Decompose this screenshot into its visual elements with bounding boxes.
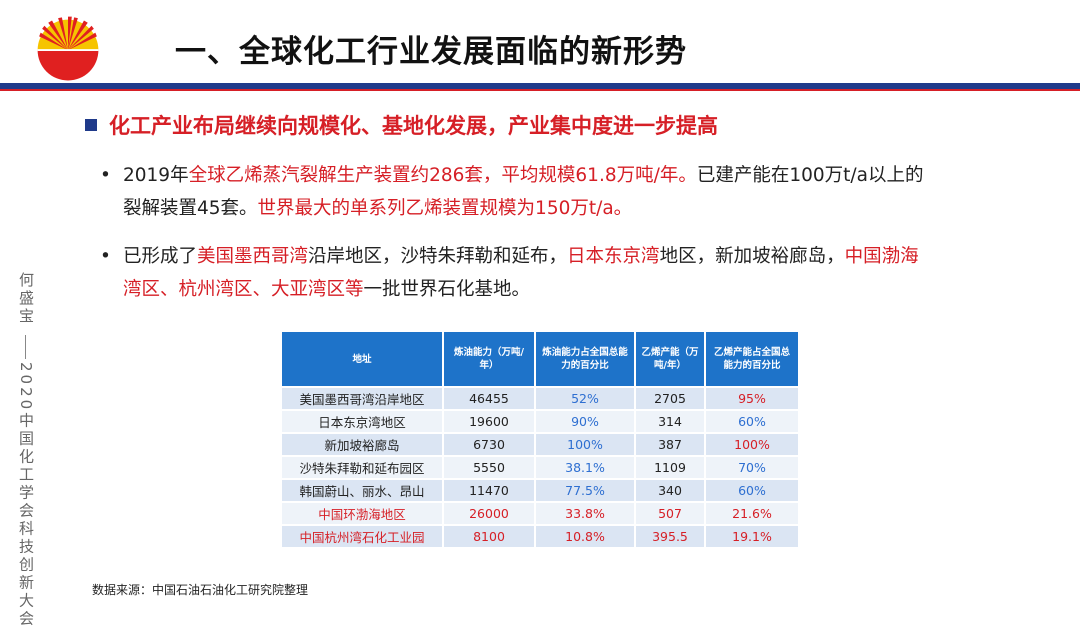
title-divider — [0, 83, 1080, 89]
title-divider-accent — [0, 89, 1080, 91]
bullet-dot-icon: • — [100, 165, 111, 186]
cell-ethylene-pct: 95% — [704, 386, 800, 411]
bullet-point-2: • 已形成了美国墨西哥湾沿岸地区，沙特朱拜勒和延布，日本东京湾地区，新加坡裕廊岛… — [100, 240, 919, 306]
bullet-2-line-2: 湾区、杭州湾区、大亚湾区等一批世界石化基地。 — [123, 273, 919, 306]
cell-area: 韩国蔚山、丽水、昂山 — [280, 478, 444, 503]
cell-refining-pct: 52% — [534, 386, 636, 411]
cell-ethylene: 314 — [634, 409, 706, 434]
cell-refining: 11470 — [442, 478, 536, 503]
cell-area: 美国墨西哥湾沿岸地区 — [280, 386, 444, 411]
subheading-text: 化工产业布局继续向规模化、基地化发展，产业集中度进一步提高 — [109, 114, 718, 138]
cell-refining-pct: 77.5% — [534, 478, 636, 503]
cell-area: 中国环渤海地区 — [280, 501, 444, 526]
side-caption-divider — [25, 335, 26, 359]
table-row: 沙特朱拜勒和延布园区 5550 38.1% 1109 70% — [280, 455, 800, 480]
cell-refining-pct: 10.8% — [534, 524, 636, 549]
bullet-1-line-2: 裂解装置45套。世界最大的单系列乙烯装置规模为150万t/a。 — [123, 192, 923, 225]
table-header-row: 地址 炼油能力（万吨/年） 炼油能力占全国总能力的百分比 乙烯产能（万吨/年） … — [280, 330, 800, 388]
bullet-2-highlight: 湾区、杭州湾区、大亚湾区等 — [123, 279, 364, 300]
cell-area: 中国杭州湾石化工业园 — [280, 524, 444, 549]
cell-refining: 19600 — [442, 409, 536, 434]
cell-ethylene-pct: 100% — [704, 432, 800, 457]
side-caption: 何盛宝 — [15, 272, 37, 326]
cell-refining: 5550 — [442, 455, 536, 480]
table-row: 新加坡裕廊岛 6730 100% 387 100% — [280, 432, 800, 457]
cell-refining-pct: 38.1% — [534, 455, 636, 480]
side-caption-event: 2020中国化工学会科技创新大会 — [15, 362, 37, 628]
cell-ethylene: 340 — [634, 478, 706, 503]
bullet-1-text-segment: 2019年 — [123, 165, 189, 186]
author-name: 何盛宝 — [17, 272, 35, 326]
cell-area: 新加坡裕廊岛 — [280, 432, 444, 457]
bullet-2-text-segment: 沿岸地区，沙特朱拜勒和延布， — [308, 246, 568, 267]
col-header-ethylene-pct: 乙烯产能占全国总能力的百分比 — [704, 330, 800, 388]
cell-refining: 6730 — [442, 432, 536, 457]
bullet-1-highlight: 世界最大的单系列乙烯装置规模为150万t/a。 — [257, 198, 633, 219]
table-row: 中国杭州湾石化工业园 8100 10.8% 395.5 19.1% — [280, 524, 800, 549]
petrochemical-base-table: 地址 炼油能力（万吨/年） 炼油能力占全国总能力的百分比 乙烯产能（万吨/年） … — [280, 330, 800, 549]
col-header-ethylene: 乙烯产能（万吨/年） — [634, 330, 706, 388]
cell-refining: 26000 — [442, 501, 536, 526]
cell-refining: 46455 — [442, 386, 536, 411]
table-row: 美国墨西哥湾沿岸地区 46455 52% 2705 95% — [280, 386, 800, 411]
cell-area: 日本东京湾地区 — [280, 409, 444, 434]
subheading: 化工产业布局继续向规模化、基地化发展，产业集中度进一步提高 — [85, 110, 718, 140]
square-bullet-icon — [85, 119, 97, 131]
bullet-2-text-segment: 已形成了 — [123, 246, 198, 267]
cell-refining-pct: 33.8% — [534, 501, 636, 526]
bullet-point-1: • 2019年全球乙烯蒸汽裂解生产装置约286套，平均规模61.8万吨/年。已建… — [100, 159, 923, 225]
col-header-refining-pct: 炼油能力占全国总能力的百分比 — [534, 330, 636, 388]
cell-ethylene-pct: 60% — [704, 409, 800, 434]
bullet-2-highlight: 美国墨西哥湾 — [197, 246, 309, 267]
cell-ethylene-pct: 19.1% — [704, 524, 800, 549]
cell-refining: 8100 — [442, 524, 536, 549]
data-source-note: 数据来源：中国石油石油化工研究院整理 — [92, 583, 309, 597]
cnpc-logo-icon — [37, 16, 99, 81]
table-row: 中国环渤海地区 26000 33.8% 507 21.6% — [280, 501, 800, 526]
bullet-dot-icon: • — [100, 246, 111, 267]
bullet-1-line-1: 2019年全球乙烯蒸汽裂解生产装置约286套，平均规模61.8万吨/年。已建产能… — [123, 159, 923, 192]
col-header-area: 地址 — [280, 330, 444, 388]
cell-ethylene: 507 — [634, 501, 706, 526]
event-name: 2020中国化工学会科技创新大会 — [17, 362, 35, 628]
cell-area: 沙特朱拜勒和延布园区 — [280, 455, 444, 480]
bullet-2-line-1: 已形成了美国墨西哥湾沿岸地区，沙特朱拜勒和延布，日本东京湾地区，新加坡裕廊岛，中… — [123, 240, 919, 273]
table-row: 日本东京湾地区 19600 90% 314 60% — [280, 409, 800, 434]
cell-ethylene: 395.5 — [634, 524, 706, 549]
col-header-refining: 炼油能力（万吨/年） — [442, 330, 536, 388]
bullet-2-text-segment: 地区，新加坡裕廊岛， — [659, 246, 845, 267]
table-row: 韩国蔚山、丽水、昂山 11470 77.5% 340 60% — [280, 478, 800, 503]
cell-ethylene: 2705 — [634, 386, 706, 411]
bullet-1-highlight: 全球乙烯蒸汽裂解生产装置约286套，平均规模61.8万吨/年。 — [188, 165, 697, 186]
cell-ethylene-pct: 60% — [704, 478, 800, 503]
bullet-1-text-segment: 已建产能在100万t/a以上的 — [696, 165, 924, 186]
cell-ethylene: 387 — [634, 432, 706, 457]
cell-refining-pct: 90% — [534, 409, 636, 434]
cell-ethylene: 1109 — [634, 455, 706, 480]
bullet-2-text-segment: 一批世界石化基地。 — [363, 279, 531, 300]
bullet-2-highlight: 日本东京湾 — [567, 246, 660, 267]
cell-ethylene-pct: 21.6% — [704, 501, 800, 526]
cell-ethylene-pct: 70% — [704, 455, 800, 480]
bullet-2-highlight: 中国渤海 — [844, 246, 919, 267]
page-title: 一、全球化工行业发展面临的新形势 — [175, 34, 687, 70]
cell-refining-pct: 100% — [534, 432, 636, 457]
bullet-1-text-segment: 裂解装置45套。 — [123, 198, 258, 219]
